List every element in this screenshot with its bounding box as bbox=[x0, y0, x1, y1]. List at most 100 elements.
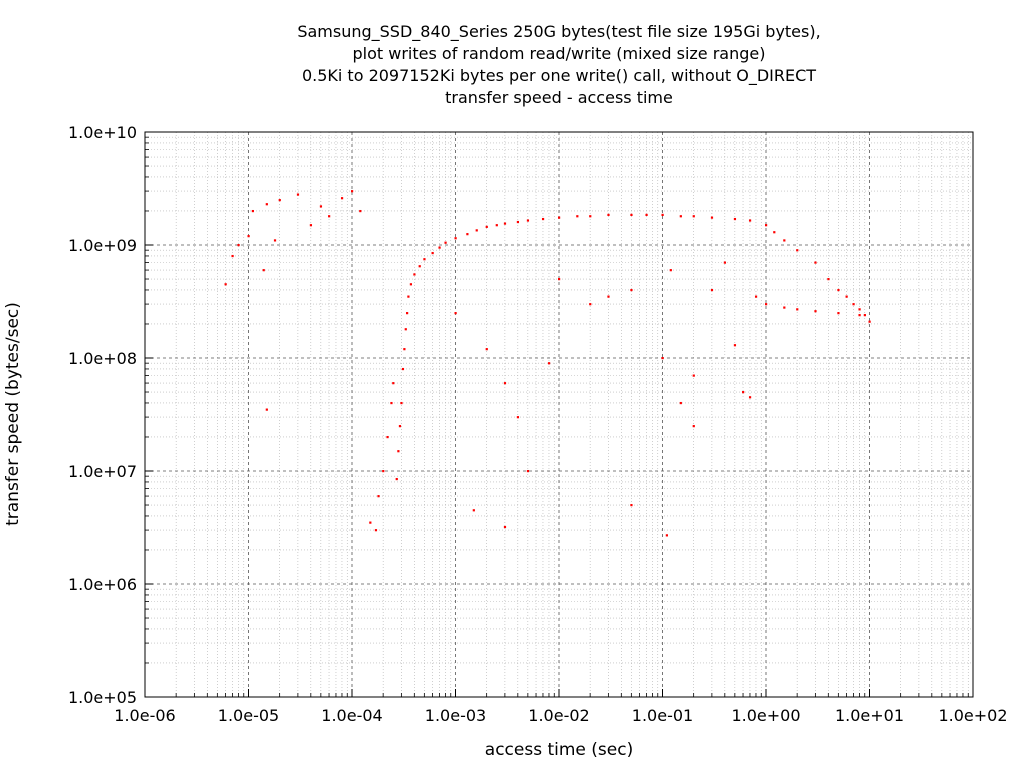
y-tick-label: 1.0e+07 bbox=[68, 462, 137, 481]
data-point bbox=[495, 224, 498, 227]
data-point bbox=[558, 216, 561, 219]
data-point bbox=[863, 314, 866, 317]
data-point bbox=[773, 231, 776, 234]
data-point bbox=[589, 303, 592, 306]
data-point bbox=[669, 269, 672, 272]
x-tick-label: 1.0e-04 bbox=[321, 706, 382, 725]
data-point bbox=[319, 205, 323, 208]
data-point bbox=[438, 246, 441, 249]
data-point bbox=[607, 295, 610, 298]
data-point bbox=[401, 367, 405, 371]
x-axis-label: access time (sec) bbox=[484, 740, 634, 760]
data-point bbox=[251, 209, 254, 213]
data-point bbox=[454, 237, 457, 240]
data-point bbox=[783, 239, 786, 242]
x-tick-label: 1.0e-06 bbox=[114, 706, 175, 725]
data-point bbox=[472, 509, 475, 512]
data-point bbox=[247, 235, 250, 238]
data-point bbox=[397, 450, 400, 453]
data-point bbox=[692, 215, 695, 218]
data-point bbox=[852, 303, 855, 306]
data-point bbox=[377, 495, 380, 498]
x-tick-label: 1.0e-05 bbox=[218, 706, 279, 725]
data-point bbox=[382, 470, 385, 473]
data-point bbox=[733, 344, 737, 347]
data-point bbox=[273, 239, 277, 242]
data-point bbox=[409, 283, 413, 286]
data-point bbox=[454, 312, 457, 315]
data-point bbox=[547, 362, 551, 365]
data-point bbox=[796, 249, 799, 252]
data-point bbox=[516, 416, 520, 419]
x-tick-label: 1.0e-01 bbox=[632, 706, 693, 725]
data-point bbox=[406, 312, 409, 315]
data-point bbox=[309, 224, 313, 227]
data-point bbox=[503, 222, 507, 225]
y-axis-label: transfer speed (bytes/sec) bbox=[3, 302, 23, 526]
data-point bbox=[814, 310, 817, 313]
data-point bbox=[390, 401, 393, 405]
data-point bbox=[576, 215, 579, 218]
data-point bbox=[503, 382, 507, 385]
data-point bbox=[630, 504, 633, 507]
data-point bbox=[754, 295, 758, 298]
data-point bbox=[765, 303, 768, 306]
x-tick-label: 1.0e-03 bbox=[425, 706, 486, 725]
data-point bbox=[710, 288, 714, 292]
data-point bbox=[359, 209, 362, 213]
y-tick-label: 1.0e+09 bbox=[68, 236, 137, 255]
data-point bbox=[765, 224, 768, 227]
data-point bbox=[328, 215, 331, 218]
y-tick-label: 1.0e+05 bbox=[68, 688, 137, 707]
data-point bbox=[466, 233, 469, 236]
data-point bbox=[589, 215, 592, 218]
x-tick-label: 1.0e+01 bbox=[835, 706, 904, 725]
data-point bbox=[858, 314, 861, 317]
data-point bbox=[679, 215, 682, 218]
data-point bbox=[526, 219, 530, 222]
data-point bbox=[837, 312, 840, 315]
data-point bbox=[418, 265, 421, 268]
data-point bbox=[369, 521, 372, 524]
data-point bbox=[868, 320, 871, 323]
y-tick-label: 1.0e+06 bbox=[68, 575, 137, 594]
data-point bbox=[407, 295, 410, 298]
plot-frame bbox=[144, 131, 974, 698]
data-point bbox=[558, 278, 561, 281]
data-point bbox=[423, 258, 426, 261]
chart-title-line-1: Samsung_SSD_840_Series 250G bytes(test f… bbox=[297, 22, 821, 41]
data-point bbox=[679, 401, 682, 405]
y-tick-label: 1.0e+10 bbox=[68, 123, 137, 142]
y-tick-label: 1.0e+08 bbox=[68, 349, 137, 368]
data-point bbox=[814, 261, 817, 264]
data-point bbox=[630, 288, 633, 292]
data-point bbox=[398, 425, 402, 428]
data-point bbox=[503, 525, 507, 529]
x-tick-label: 1.0e+02 bbox=[938, 706, 1007, 725]
data-point bbox=[607, 213, 610, 217]
data-point bbox=[858, 308, 861, 311]
data-point bbox=[541, 217, 545, 221]
x-tick-label: 1.0e+00 bbox=[731, 706, 800, 725]
data-point bbox=[665, 534, 668, 537]
data-point bbox=[485, 225, 488, 228]
data-point bbox=[224, 283, 227, 286]
data-point bbox=[733, 217, 737, 221]
data-point bbox=[485, 348, 488, 351]
data-point bbox=[265, 203, 268, 206]
data-point bbox=[237, 244, 240, 247]
data-point bbox=[340, 197, 344, 200]
data-point bbox=[748, 219, 752, 222]
data-point bbox=[400, 401, 403, 405]
data-point bbox=[404, 328, 407, 331]
data-point bbox=[262, 269, 265, 272]
data-point bbox=[723, 261, 727, 264]
data-point bbox=[526, 470, 530, 473]
x-tick-label: 1.0e-02 bbox=[528, 706, 589, 725]
data-point bbox=[351, 190, 354, 193]
data-point bbox=[374, 529, 378, 532]
data-point bbox=[748, 396, 752, 399]
data-point bbox=[692, 374, 695, 377]
data-point bbox=[431, 251, 434, 255]
